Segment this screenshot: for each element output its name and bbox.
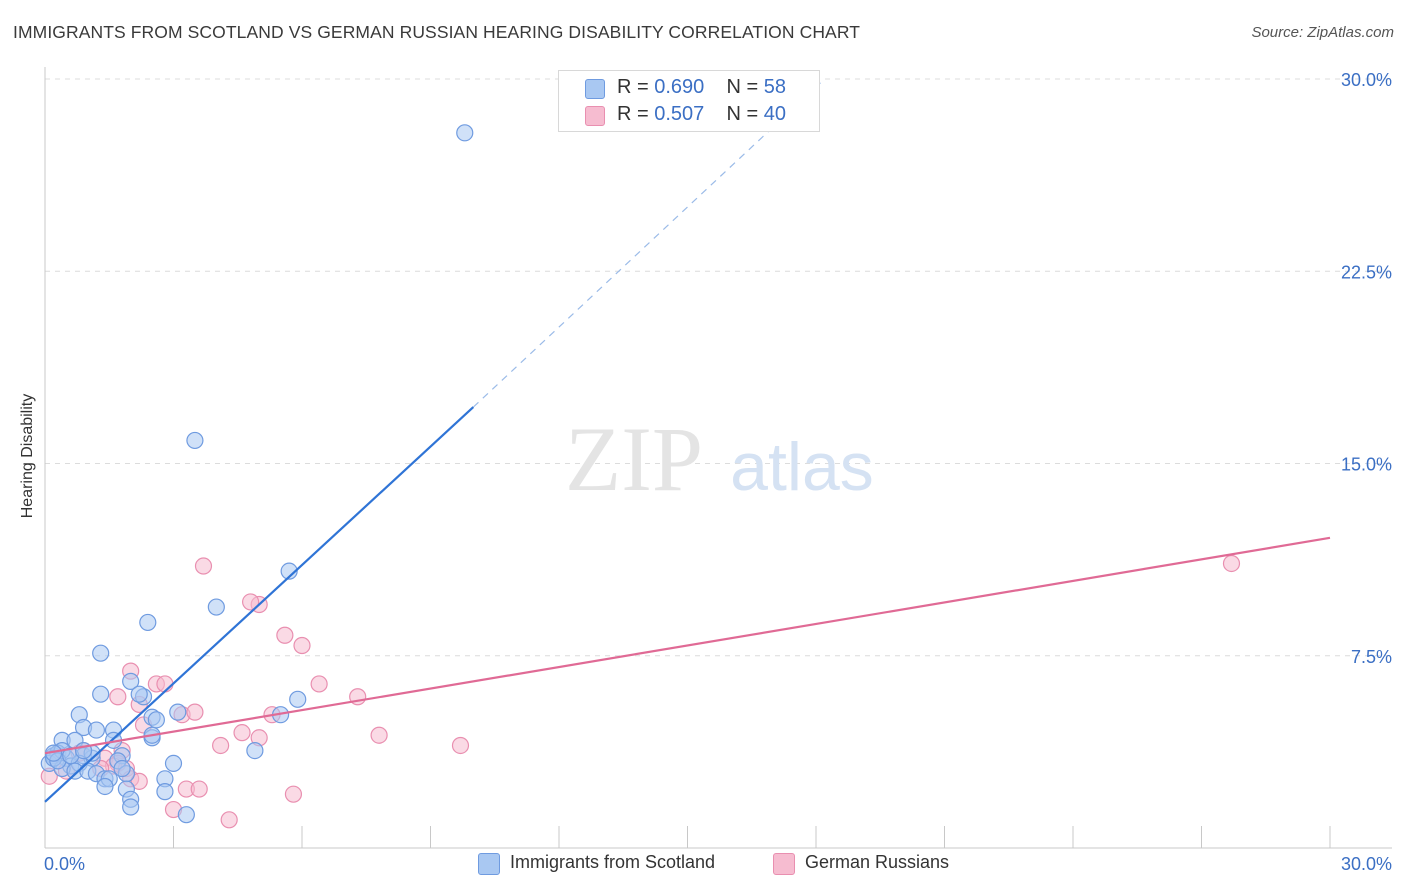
data-point [186, 431, 204, 450]
x-tick-label: 30.0% [1341, 854, 1392, 874]
data-point [207, 598, 225, 616]
bottom-legend-swatch-blue [478, 853, 500, 875]
y-tick-label: 15.0% [1341, 455, 1392, 475]
data-point [194, 557, 213, 575]
trend-line-german-russians [44, 536, 1331, 755]
data-point [289, 690, 307, 708]
legend-r-label: R = [617, 76, 655, 98]
data-point [122, 672, 140, 690]
data-point [456, 124, 474, 142]
legend-swatch-blue [585, 79, 605, 99]
data-point [130, 685, 148, 703]
data-point [220, 811, 238, 829]
bottom-legend-swatch-pink [773, 853, 795, 875]
legend-n-value: 58 [763, 76, 787, 98]
y-tick-label: 7.5% [1351, 647, 1392, 667]
data-point [177, 806, 195, 824]
legend-n-label: N = [726, 76, 764, 98]
data-point [370, 726, 388, 744]
data-point [276, 626, 294, 644]
watermark-atlas: atlas [730, 429, 874, 505]
series-immigrants-from-scotland [40, 124, 474, 824]
data-point [186, 703, 204, 721]
legend-n-label: N = [726, 103, 764, 125]
data-point [284, 785, 303, 803]
y-tick-label: 22.5% [1341, 262, 1392, 282]
bottom-legend-label: Immigrants from Scotland [510, 852, 716, 872]
tick-labels: 7.5% 15.0% 22.5% 30.0% 0.0% 30.0% [44, 70, 1392, 874]
data-point [310, 675, 328, 693]
data-point [113, 759, 131, 778]
data-point [212, 736, 230, 755]
data-point [156, 675, 174, 693]
data-point [246, 741, 264, 760]
grid-layer [45, 78, 1392, 657]
bottom-legend-label: German Russians [805, 852, 950, 872]
series-german-russians [40, 554, 1241, 829]
data-point [190, 780, 208, 798]
data-point [164, 754, 183, 773]
data-point [92, 685, 110, 703]
legend-r-value: 0.507 [654, 103, 705, 125]
chart-title: IMMIGRANTS FROM SCOTLAND VS GERMAN RUSSI… [13, 22, 861, 42]
data-point [156, 783, 174, 801]
data-point [87, 721, 106, 739]
data-point [96, 777, 114, 796]
data-point [242, 593, 260, 611]
trend-line-scotland-extension [472, 78, 825, 408]
data-point [92, 644, 110, 662]
data-point [280, 562, 298, 580]
source-label: Source: ZipAtlas.com [1251, 24, 1394, 41]
trend-line-scotland [44, 406, 475, 803]
data-point [293, 636, 311, 655]
data-point [451, 736, 470, 755]
data-point [147, 711, 165, 729]
watermark-zip: ZIP [565, 408, 703, 510]
stats-legend: R = 0.690 N = 58 R = 0.507 N = 40 [558, 70, 820, 132]
data-point [233, 724, 251, 742]
data-point [169, 703, 187, 721]
data-point [139, 613, 157, 632]
x-tick-label: 0.0% [44, 854, 85, 874]
axis-layer [44, 67, 1392, 849]
legend-r-label: R = [617, 103, 655, 125]
legend-swatch-pink [585, 106, 605, 126]
legend-r-value: 0.690 [654, 76, 705, 98]
y-tick-label: 30.0% [1341, 70, 1392, 90]
trend-lines [44, 78, 1331, 803]
legend-n-value: 40 [763, 103, 787, 125]
data-point [122, 798, 140, 816]
data-point [1222, 554, 1241, 573]
data-point [130, 772, 148, 790]
data-point [109, 688, 127, 706]
